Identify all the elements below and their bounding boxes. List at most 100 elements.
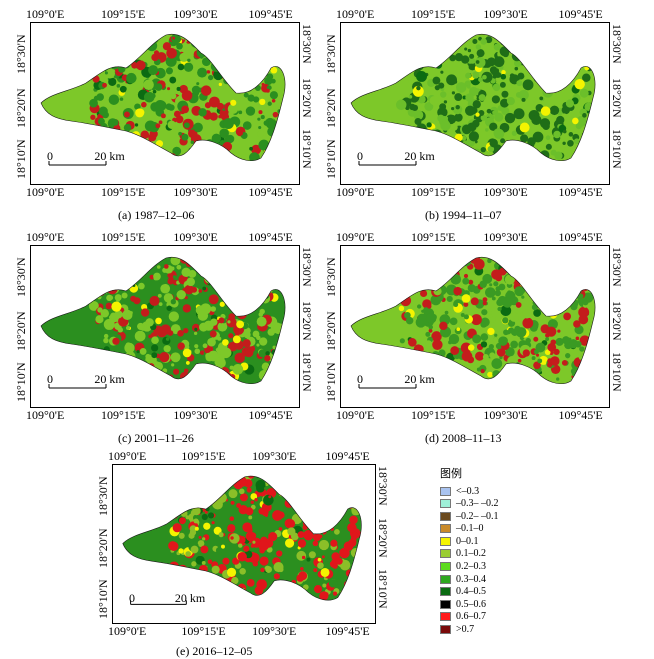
ndvi-patch bbox=[409, 264, 414, 269]
ndvi-patch bbox=[230, 536, 234, 540]
ndvi-patch bbox=[190, 493, 197, 500]
ndvi-patch bbox=[271, 139, 277, 144]
ndvi-patch bbox=[317, 557, 322, 562]
ndvi-patch bbox=[276, 585, 280, 589]
ndvi-patch bbox=[513, 38, 518, 43]
ndvi-patch bbox=[522, 309, 532, 319]
ndvi-patch bbox=[428, 328, 433, 333]
ndvi-patch bbox=[520, 263, 528, 271]
ndvi-patch bbox=[578, 374, 588, 384]
ndvi-patch bbox=[297, 539, 307, 548]
ndvi-patch bbox=[443, 100, 448, 104]
ndvi-patch bbox=[543, 61, 548, 67]
ndvi-patch bbox=[445, 271, 452, 279]
ndvi-patch bbox=[103, 346, 110, 353]
legend-item: –0.3– –0.2 bbox=[440, 498, 570, 510]
ndvi-patch bbox=[218, 317, 225, 324]
ndvi-patch bbox=[185, 574, 189, 578]
ndvi-patch bbox=[560, 76, 567, 83]
ndvi-patch bbox=[547, 342, 557, 352]
ndvi-patch bbox=[473, 378, 479, 384]
ndvi-map bbox=[122, 475, 362, 605]
legend-swatch bbox=[440, 599, 451, 609]
ndvi-patch bbox=[561, 64, 567, 71]
ndvi-patch bbox=[517, 34, 528, 44]
ndvi-patch bbox=[412, 60, 417, 65]
ndvi-patch bbox=[517, 39, 521, 44]
ndvi-patch bbox=[139, 40, 144, 45]
ndvi-patch bbox=[264, 355, 271, 362]
ndvi-patch bbox=[403, 257, 414, 267]
ndvi-patch bbox=[197, 257, 209, 269]
ndvi-patch bbox=[421, 132, 429, 140]
ndvi-patch bbox=[186, 476, 197, 484]
ndvi-patch bbox=[248, 34, 258, 40]
scale-zero-label: 0 bbox=[47, 149, 53, 163]
ndvi-patch bbox=[276, 476, 285, 483]
ndvi-patch bbox=[170, 299, 176, 305]
ndvi-patch bbox=[402, 60, 409, 68]
ndvi-patch bbox=[107, 283, 118, 295]
ndvi-patch bbox=[243, 331, 251, 339]
ndvi-patch bbox=[582, 299, 589, 306]
ndvi-patch bbox=[217, 288, 224, 295]
ndvi-patch bbox=[553, 348, 560, 356]
ndvi-patch bbox=[262, 262, 272, 272]
ndvi-patch bbox=[204, 510, 208, 514]
ndvi-patch bbox=[542, 267, 546, 271]
ndvi-patch bbox=[289, 476, 294, 481]
ndvi-patch bbox=[561, 359, 568, 366]
ndvi-patch bbox=[194, 348, 201, 355]
ndvi-patch bbox=[202, 478, 211, 487]
ndvi-patch bbox=[111, 119, 119, 126]
ndvi-patch bbox=[558, 265, 563, 270]
ndvi-patch bbox=[167, 120, 176, 129]
ndvi-patch bbox=[284, 478, 289, 483]
ndvi-patch bbox=[509, 312, 519, 322]
ndvi-patch bbox=[239, 568, 246, 575]
ndvi-patch bbox=[224, 582, 233, 590]
ndvi-patch bbox=[276, 550, 283, 557]
ndvi-patch bbox=[192, 323, 200, 332]
ndvi-patch bbox=[259, 556, 269, 566]
ndvi-patch bbox=[210, 60, 222, 72]
ndvi-patch bbox=[148, 133, 157, 142]
ndvi-patch bbox=[212, 502, 219, 508]
ndvi-patch bbox=[521, 276, 529, 284]
ndvi-patch bbox=[572, 49, 582, 59]
legend-swatch bbox=[440, 574, 451, 584]
ndvi-patch bbox=[188, 374, 194, 380]
ndvi-patch bbox=[93, 42, 98, 48]
ndvi-patch bbox=[259, 98, 266, 106]
ndvi-patch bbox=[88, 361, 99, 372]
ndvi-patch bbox=[343, 541, 354, 551]
ndvi-patch bbox=[550, 339, 557, 346]
ndvi-patch bbox=[551, 34, 563, 45]
lon-tick-top: 109°15'E bbox=[101, 230, 146, 244]
ndvi-patch bbox=[353, 539, 357, 543]
ndvi-patch bbox=[190, 545, 199, 554]
ndvi-patch bbox=[475, 60, 480, 64]
ndvi-patch bbox=[535, 52, 546, 63]
ndvi-patch bbox=[576, 374, 585, 382]
lon-tick-bottom: 109°0'E bbox=[26, 408, 65, 422]
ndvi-patch bbox=[120, 122, 125, 126]
lat-tick-left: 18°30'N bbox=[324, 34, 338, 75]
ndvi-patch bbox=[120, 135, 131, 146]
ndvi-patch bbox=[181, 133, 189, 141]
ndvi-patch bbox=[139, 138, 150, 149]
ndvi-patch bbox=[408, 362, 417, 371]
ndvi-patch bbox=[397, 277, 406, 286]
ndvi-patch bbox=[198, 497, 206, 504]
ndvi-patch bbox=[348, 578, 357, 587]
ndvi-patch bbox=[450, 123, 458, 131]
ndvi-patch bbox=[270, 66, 278, 74]
ndvi-patch bbox=[425, 331, 431, 337]
ndvi-patch bbox=[87, 69, 95, 77]
legend-label: 0.5–0.6 bbox=[456, 598, 486, 610]
ndvi-patch bbox=[278, 590, 284, 596]
ndvi-patch bbox=[540, 106, 551, 116]
lon-tick-bottom: 109°15'E bbox=[101, 408, 146, 422]
ndvi-patch bbox=[562, 129, 567, 134]
ndvi-patch bbox=[550, 80, 554, 84]
